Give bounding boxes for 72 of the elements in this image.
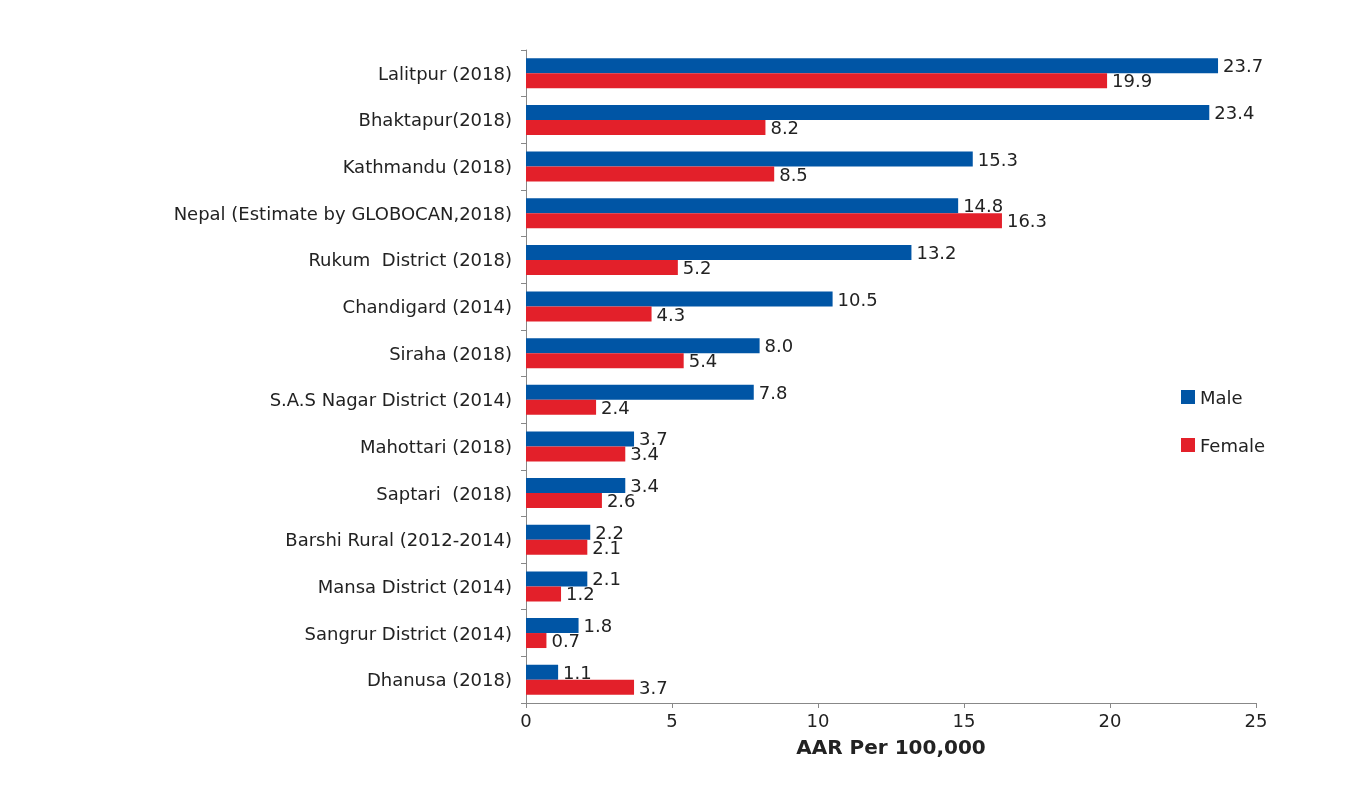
y-tick-label: Lalitpur (2018) xyxy=(378,62,512,84)
bar xyxy=(526,291,833,307)
y-tick-label: Bhaktapur(2018) xyxy=(358,109,512,131)
y-tick-label: Barshi Rural (2012-2014) xyxy=(285,529,512,551)
y-tick-label: S.A.S Nagar District (2014) xyxy=(269,389,512,411)
x-tick-label: 10 xyxy=(806,709,830,731)
bar xyxy=(526,446,626,462)
x-tick-label: 5 xyxy=(666,709,678,731)
x-tick-label: 20 xyxy=(1098,709,1122,731)
y-tick-label: Mahottari (2018) xyxy=(359,435,512,457)
bar xyxy=(526,539,588,555)
data-label: 0.7 xyxy=(551,630,581,652)
bar xyxy=(526,306,652,322)
data-label: 1.1 xyxy=(563,661,592,683)
data-label: 8.5 xyxy=(779,163,808,185)
y-tick-label: Mansa District (2014) xyxy=(317,575,512,597)
bar xyxy=(526,58,1219,74)
bar xyxy=(526,384,754,400)
y-tick-label: Nepal (Estimate by GLOBOCAN,2018) xyxy=(173,202,512,224)
x-tick-label: 15 xyxy=(952,709,976,731)
bar xyxy=(526,73,1108,89)
y-tick-label: Saptari (2018) xyxy=(376,482,512,504)
bar xyxy=(526,166,775,182)
y-tick-label: Chandigard (2014) xyxy=(342,296,512,318)
y-tick-label: Kathmandu (2018) xyxy=(342,156,512,178)
bar xyxy=(526,618,579,634)
bar xyxy=(526,571,588,587)
bar xyxy=(526,213,1002,229)
bar xyxy=(526,431,635,447)
data-label: 4.3 xyxy=(656,303,686,325)
data-label: 16.3 xyxy=(1006,210,1048,232)
data-label: 5.2 xyxy=(682,256,712,278)
bar xyxy=(526,478,626,494)
bar xyxy=(526,151,973,167)
data-label: 2.1 xyxy=(592,568,621,590)
data-label: 1.8 xyxy=(583,615,613,637)
data-label: 7.8 xyxy=(758,381,788,403)
data-label: 23.4 xyxy=(1214,101,1255,123)
bar xyxy=(526,633,547,649)
legend-label: Male xyxy=(1200,386,1243,408)
bar xyxy=(526,493,602,509)
bar xyxy=(526,104,1210,120)
data-label: 8.0 xyxy=(764,335,794,357)
y-tick-label: Dhanusa (2018) xyxy=(366,669,512,691)
y-tick-label: Sangrur District (2014) xyxy=(304,622,512,644)
x-tick-label: 25 xyxy=(1244,709,1268,731)
data-label: 5.4 xyxy=(688,350,718,372)
bar xyxy=(526,338,760,354)
bar xyxy=(526,664,559,680)
bar xyxy=(526,259,678,275)
data-label: 10.5 xyxy=(837,288,878,310)
bar xyxy=(526,119,766,135)
data-label: 8.2 xyxy=(770,116,800,138)
legend-label: Female xyxy=(1200,434,1266,456)
bar xyxy=(526,353,684,369)
data-label: 23.7 xyxy=(1223,55,1264,77)
data-label: 15.3 xyxy=(977,148,1018,170)
x-tick-label: 0 xyxy=(520,709,532,731)
bar xyxy=(526,244,912,260)
bar xyxy=(526,586,562,602)
data-label: 3.7 xyxy=(639,676,668,698)
y-tick-label: Siraha (2018) xyxy=(389,342,512,364)
data-label: 13.2 xyxy=(916,241,957,263)
x-axis-title: AAR Per 100,000 xyxy=(796,735,986,759)
bar xyxy=(526,524,591,540)
y-tick-label: Rukum District (2018) xyxy=(308,249,512,271)
data-label: 14.8 xyxy=(963,195,1004,217)
bar xyxy=(526,679,635,695)
bar xyxy=(526,198,959,214)
data-label: 19.9 xyxy=(1112,70,1153,92)
data-label: 2.4 xyxy=(601,396,630,418)
bar xyxy=(526,399,597,415)
